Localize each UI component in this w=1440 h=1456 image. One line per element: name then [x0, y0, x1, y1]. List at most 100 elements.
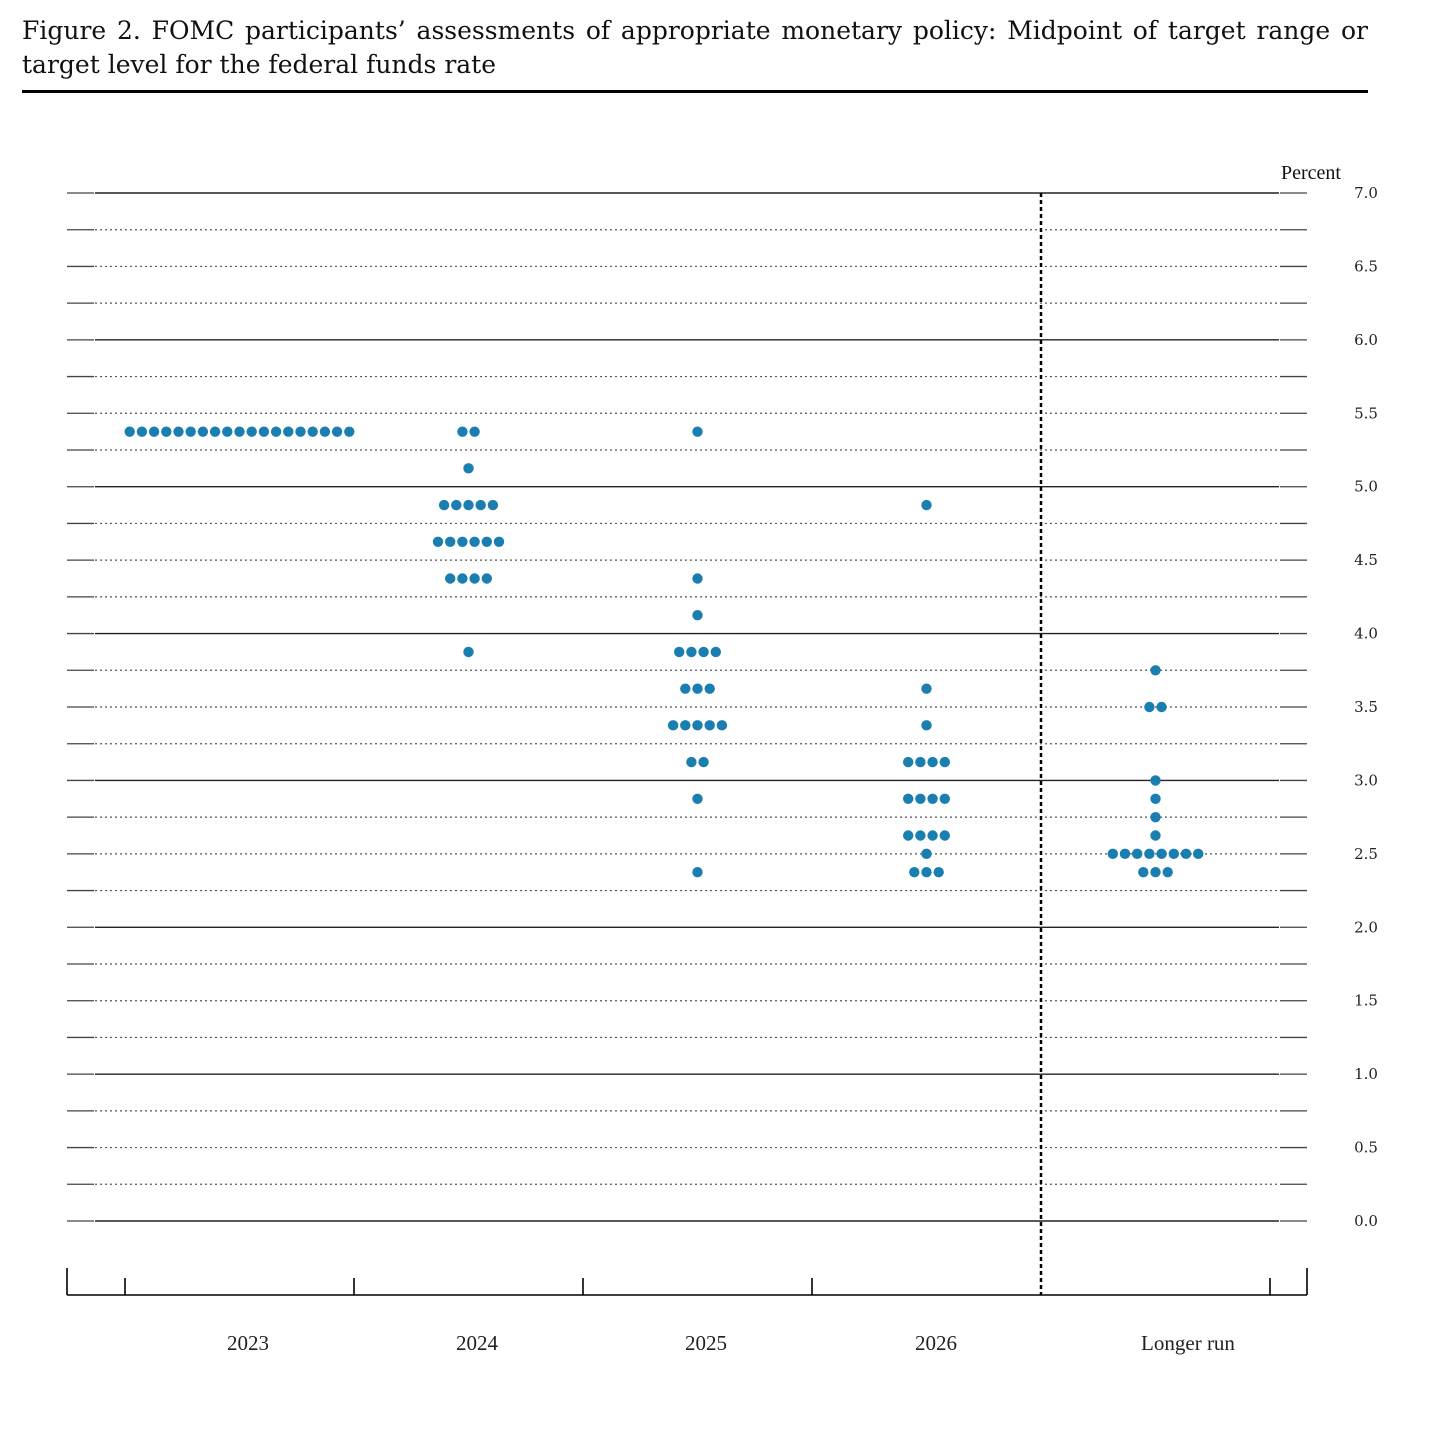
participant-dot	[222, 426, 233, 437]
participant-dot	[903, 756, 914, 768]
participant-dot	[939, 793, 950, 804]
participant-dot	[493, 536, 505, 547]
y-tick-label: 5.5	[1354, 404, 1378, 422]
y-tick-label: 2.0	[1354, 918, 1378, 936]
x-category-label: 2026	[915, 1331, 957, 1355]
participant-dot	[1150, 793, 1161, 804]
participant-dot	[674, 646, 685, 658]
participant-dot	[451, 499, 462, 511]
y-tick-label: 6.0	[1354, 331, 1378, 349]
participant-dot	[921, 867, 932, 878]
participant-dot	[295, 426, 306, 437]
participant-dot	[939, 756, 950, 768]
x-axis	[66, 1268, 1308, 1296]
participant-dot	[933, 867, 944, 878]
y-tick-label: 6.5	[1354, 257, 1378, 275]
participant-dot	[921, 683, 932, 694]
y-tick-label: 2.5	[1354, 845, 1378, 863]
y-tick-label: 0.5	[1354, 1139, 1378, 1157]
participant-dot	[246, 426, 257, 437]
participant-dot	[692, 573, 703, 584]
participant-dot	[185, 426, 196, 437]
x-category-label: 2025	[685, 1331, 727, 1355]
participant-dot	[909, 867, 920, 878]
participant-dot	[1168, 848, 1180, 860]
y-axis-unit-label: Percent	[1281, 162, 1341, 184]
participant-dot	[432, 536, 444, 547]
participant-dot	[692, 720, 703, 731]
participant-dot	[915, 830, 926, 841]
x-axis-category-labels: 2023 2024 2025 2026 Longer run	[227, 1331, 1235, 1355]
participant-dot	[283, 426, 294, 437]
participant-dot	[475, 499, 486, 511]
participant-dot	[704, 683, 715, 694]
participant-dot	[903, 830, 914, 841]
participant-dot	[1180, 848, 1192, 860]
participant-dot	[469, 426, 480, 437]
figure-caption: Figure 2. FOMC participants’ assessments…	[22, 16, 1368, 79]
y-tick-label: 7.0	[1354, 184, 1378, 202]
participant-dot	[457, 426, 468, 437]
participant-dot	[667, 720, 679, 731]
participant-dot	[1150, 665, 1161, 676]
participant-dot	[680, 683, 691, 694]
participant-dot	[1156, 848, 1167, 860]
participant-dot	[463, 463, 474, 474]
participant-dot	[1119, 848, 1131, 860]
participant-dot	[234, 426, 245, 437]
participant-dot	[197, 426, 209, 437]
participant-dot	[915, 793, 926, 804]
participant-dot	[710, 646, 721, 658]
participant-dot	[161, 426, 172, 437]
participant-dot	[939, 830, 950, 841]
participant-dot	[903, 793, 914, 804]
y-tick-label: 4.5	[1354, 551, 1378, 569]
participant-dot	[457, 573, 468, 584]
participant-dot	[915, 756, 926, 768]
y-tick-label: 5.0	[1354, 478, 1378, 496]
participant-dot	[692, 426, 703, 437]
participant-dot	[469, 573, 480, 584]
participant-dot	[319, 426, 331, 437]
participant-dot	[921, 720, 932, 731]
participant-dot	[1193, 848, 1204, 860]
participant-dot	[1144, 701, 1155, 713]
y-tick-label: 3.0	[1354, 771, 1378, 789]
y-tick-label: 1.0	[1354, 1065, 1378, 1083]
y-tick-label: 0.0	[1354, 1212, 1378, 1230]
participant-dot	[927, 830, 938, 841]
participant-dot	[463, 646, 474, 658]
x-category-label: 2024	[456, 1331, 499, 1355]
participant-dot	[927, 793, 938, 804]
participant-dot	[692, 867, 703, 878]
participant-dot	[686, 756, 697, 768]
participant-dot	[921, 499, 932, 511]
participant-dot	[481, 573, 492, 584]
participant-dot	[1150, 867, 1161, 878]
participant-dot	[469, 536, 480, 547]
participant-dot	[921, 848, 932, 860]
participant-dot	[270, 426, 282, 437]
participant-dot	[258, 426, 270, 437]
participant-dot	[344, 426, 355, 437]
participant-dot	[716, 720, 728, 731]
participant-dot	[445, 536, 456, 547]
participant-dot	[1156, 701, 1167, 713]
participant-dot	[331, 426, 343, 437]
participant-dot	[438, 499, 450, 511]
participant-dot	[124, 426, 135, 437]
caption-rule	[22, 90, 1368, 93]
participant-dot	[481, 536, 492, 547]
participant-dot	[704, 720, 715, 731]
y-tick-label: 3.5	[1354, 698, 1378, 716]
participant-dot	[1150, 811, 1161, 823]
participant-dot	[457, 536, 468, 547]
participant-dot	[1162, 867, 1173, 878]
participant-dot	[680, 720, 691, 731]
x-category-label: Longer run	[1141, 1331, 1235, 1355]
participant-dot	[686, 646, 697, 658]
participant-dot	[209, 426, 221, 437]
y-tick-label: 1.5	[1354, 992, 1378, 1010]
participant-dot	[698, 756, 709, 768]
